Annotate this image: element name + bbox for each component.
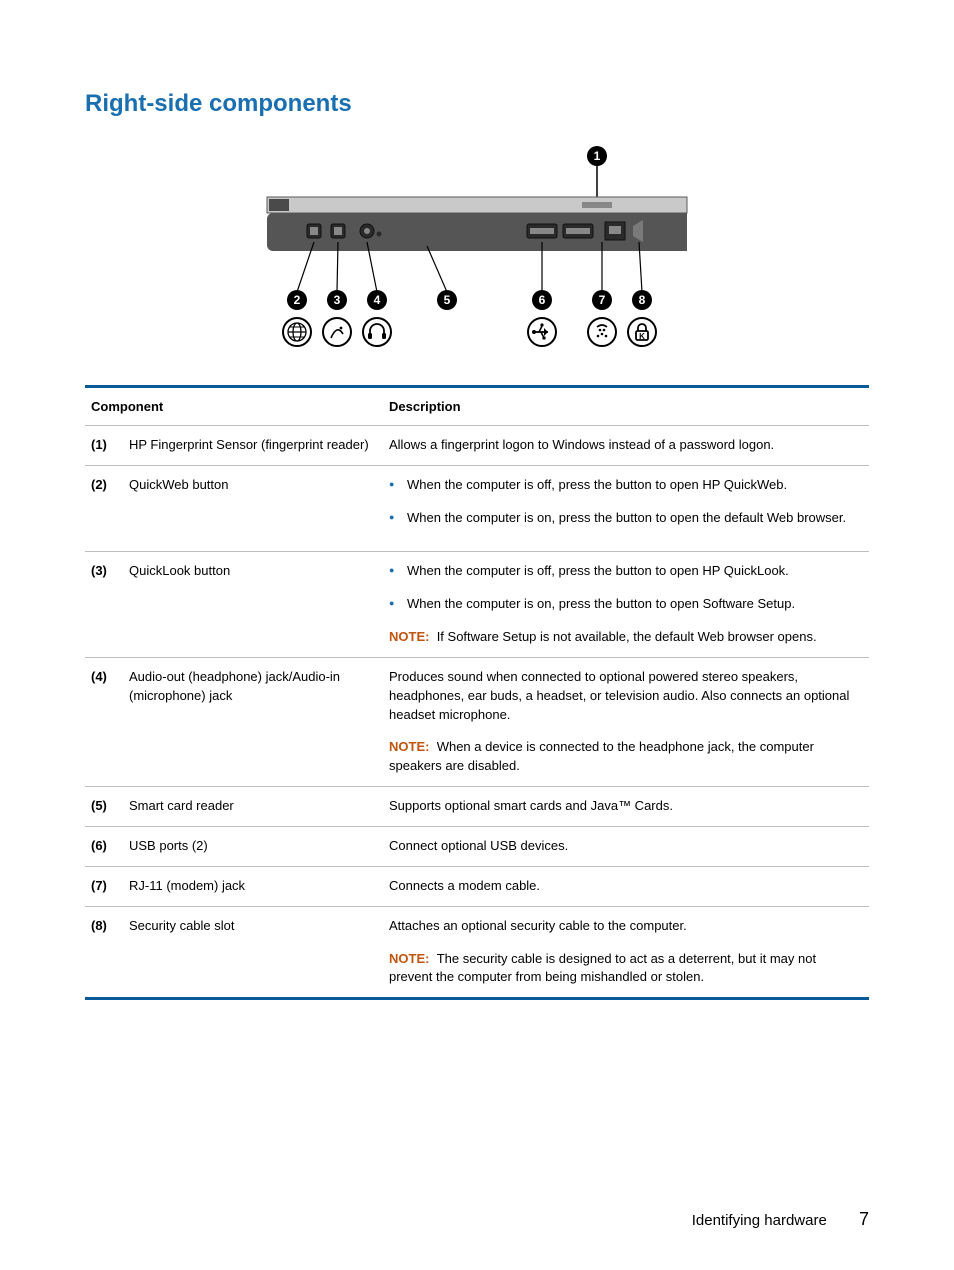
description-text: Allows a fingerprint logon to Windows in… <box>389 436 863 455</box>
row-component: Smart card reader <box>123 787 383 827</box>
description-bullet: When the computer is off, press the butt… <box>389 562 863 581</box>
callout-2: 2 <box>287 290 307 310</box>
table-row: (2)QuickWeb button When the computer is o… <box>85 465 869 552</box>
modem-icon <box>588 318 616 346</box>
footer-page-number: 7 <box>859 1209 869 1229</box>
row-index: (5) <box>85 787 123 827</box>
note-text: When a device is connected to the headph… <box>389 739 814 773</box>
svg-text:2: 2 <box>294 293 301 307</box>
col-header-component: Component <box>85 387 383 426</box>
page-footer: Identifying hardware 7 <box>692 1209 869 1230</box>
col-header-description: Description <box>383 387 869 426</box>
table-row: (6)USB ports (2) Connect optional USB dev… <box>85 826 869 866</box>
table-row: (1)HP Fingerprint Sensor (fingerprint re… <box>85 425 869 465</box>
description-text: Attaches an optional security cable to t… <box>389 917 863 936</box>
svg-text:3: 3 <box>334 293 341 307</box>
row-index: (7) <box>85 866 123 906</box>
callout-6: 6 <box>532 290 552 310</box>
row-component: QuickLook button <box>123 552 383 658</box>
row-component: HP Fingerprint Sensor (fingerprint reade… <box>123 425 383 465</box>
section-heading: Right-side components <box>85 90 869 118</box>
row-description: Connects a modem cable. <box>383 866 869 906</box>
row-component: USB ports (2) <box>123 826 383 866</box>
callout-5: 5 <box>437 290 457 310</box>
description-bullet: When the computer is on, press the butto… <box>389 509 863 528</box>
table-row: (3)QuickLook button When the computer is … <box>85 552 869 658</box>
description-text: Connect optional USB devices. <box>389 837 863 856</box>
row-component: QuickWeb button <box>123 465 383 552</box>
description-text: Produces sound when connected to optiona… <box>389 668 863 725</box>
row-index: (8) <box>85 906 123 999</box>
callout-3: 3 <box>327 290 347 310</box>
row-description: Produces sound when connected to optiona… <box>383 657 869 786</box>
svg-text:K: K <box>639 332 645 341</box>
note-label: NOTE: <box>389 739 429 754</box>
row-description: When the computer is off, press the butt… <box>383 552 869 658</box>
table-row: (4)Audio-out (headphone) jack/Audio-in (… <box>85 657 869 786</box>
row-index: (3) <box>85 552 123 658</box>
callout-1: 1 <box>594 149 601 163</box>
callout-8: 8 <box>632 290 652 310</box>
svg-text:4: 4 <box>374 293 381 307</box>
components-table: Component Description (1)HP Fingerprint … <box>85 385 869 1000</box>
note-label: NOTE: <box>389 951 429 966</box>
callout-7: 7 <box>592 290 612 310</box>
row-description: Allows a fingerprint logon to Windows in… <box>383 425 869 465</box>
description-text: Connects a modem cable. <box>389 877 863 896</box>
note-text: The security cable is designed to act as… <box>389 951 816 985</box>
headphone-icon <box>363 318 391 346</box>
note-text: If Software Setup is not available, the … <box>437 629 817 644</box>
svg-text:7: 7 <box>599 293 606 307</box>
component-diagram: 1 2 <box>85 142 869 367</box>
description-bullet: When the computer is off, press the butt… <box>389 476 863 495</box>
row-description: Supports optional smart cards and Java™ … <box>383 787 869 827</box>
callout-4: 4 <box>367 290 387 310</box>
row-description: Attaches an optional security cable to t… <box>383 906 869 999</box>
row-index: (6) <box>85 826 123 866</box>
svg-text:8: 8 <box>639 293 646 307</box>
table-row: (7)RJ-11 (modem) jack Connects a modem ca… <box>85 866 869 906</box>
row-index: (1) <box>85 425 123 465</box>
quicklook-icon <box>323 318 351 346</box>
description-note: NOTE: The security cable is designed to … <box>389 950 863 988</box>
table-row: (8)Security cable slot Attaches an option… <box>85 906 869 999</box>
row-component: Security cable slot <box>123 906 383 999</box>
row-index: (2) <box>85 465 123 552</box>
lock-icon: K <box>628 318 656 346</box>
globe-icon <box>283 318 311 346</box>
note-label: NOTE: <box>389 629 429 644</box>
description-bullet: When the computer is on, press the butto… <box>389 595 863 614</box>
usb-icon <box>528 318 556 346</box>
description-note: NOTE: When a device is connected to the … <box>389 738 863 776</box>
footer-section: Identifying hardware <box>692 1212 827 1229</box>
row-description: When the computer is off, press the butt… <box>383 465 869 552</box>
row-index: (4) <box>85 657 123 786</box>
row-description: Connect optional USB devices. <box>383 826 869 866</box>
description-note: NOTE: If Software Setup is not available… <box>389 628 863 647</box>
svg-text:5: 5 <box>444 293 451 307</box>
svg-text:6: 6 <box>539 293 546 307</box>
row-component: Audio-out (headphone) jack/Audio-in (mic… <box>123 657 383 786</box>
table-row: (5)Smart card reader Supports optional sm… <box>85 787 869 827</box>
row-component: RJ-11 (modem) jack <box>123 866 383 906</box>
description-text: Supports optional smart cards and Java™ … <box>389 797 863 816</box>
